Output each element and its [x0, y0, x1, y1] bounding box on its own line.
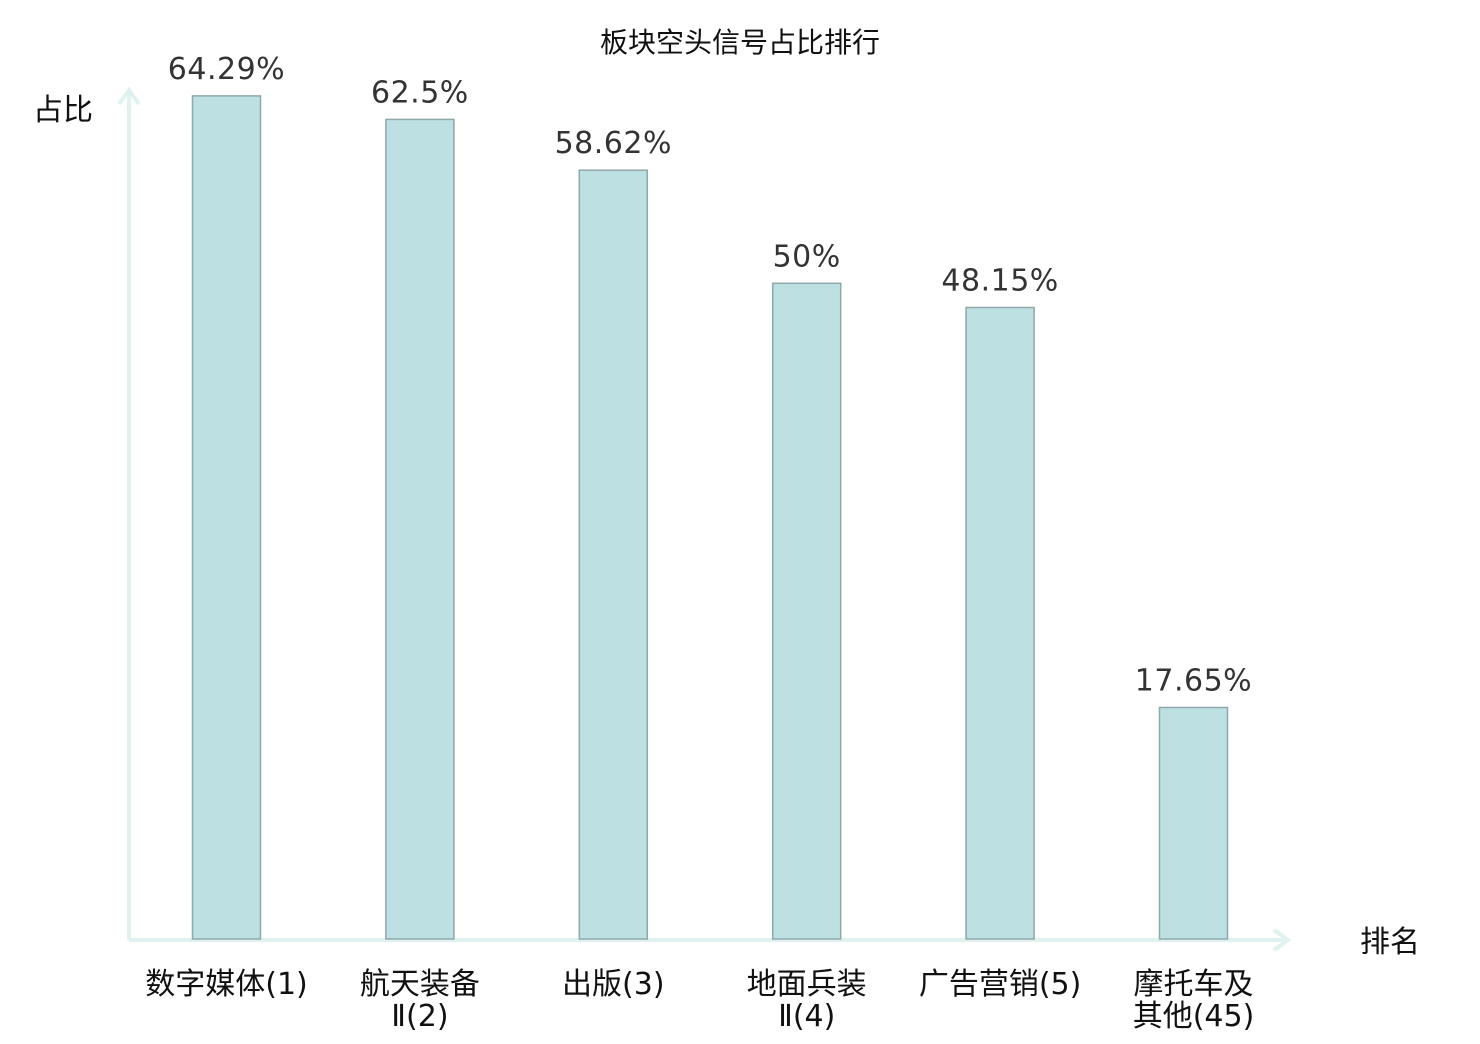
category-label: 航天装备 Ⅱ(2) — [360, 967, 480, 1034]
bar-value-label: 17.65% — [1135, 664, 1252, 699]
bar-value-label: 64.29% — [168, 52, 285, 87]
category-label-line: 数字媒体(1) — [145, 967, 308, 1002]
category-label: 出版(3) — [562, 967, 665, 1002]
bar — [771, 282, 842, 940]
x-axis-arrow — [1272, 928, 1292, 952]
bar-value-label: 58.62% — [555, 126, 672, 161]
category-label-line: 广告营销(5) — [919, 967, 1082, 1002]
category-label-line: Ⅱ(4) — [778, 999, 835, 1034]
y-axis-arrow — [117, 86, 141, 106]
bar — [385, 118, 455, 940]
chart-title: 板块空头信号占比排行 — [600, 26, 880, 59]
category-label-line: 航天装备 — [360, 967, 480, 1002]
y-axis-label: 占比 — [33, 93, 93, 128]
category-label-line: 摩托车及 — [1134, 967, 1254, 1002]
x-axis-label: 排名 — [1360, 925, 1420, 960]
category-label: 数字媒体(1) — [145, 967, 308, 1002]
bar-value-label: 48.15% — [941, 264, 1058, 299]
bar-value-label: 62.5% — [371, 75, 469, 110]
category-label-line: 其他(45) — [1133, 999, 1255, 1034]
bar — [965, 306, 1035, 940]
category-labels: 数字媒体(1) 航天装备 Ⅱ(2) 出版(3) 地面兵装 Ⅱ(4) 广告营销(5) 摩托车及其… — [145, 967, 1254, 1034]
bars — [191, 95, 1229, 940]
value-labels: 64.29% 62.5% 58.62% 50% 48.15% 17.65% — [168, 52, 1252, 699]
category-label: 地面兵装 Ⅱ(4) — [747, 967, 867, 1034]
category-label-line: 出版(3) — [562, 967, 665, 1002]
category-label-line: 地面兵装 — [747, 967, 867, 1002]
category-label-line: Ⅱ(2) — [391, 999, 448, 1034]
bar — [191, 95, 262, 940]
bar — [578, 169, 649, 940]
category-label: 摩托车及其他(45) — [1133, 967, 1255, 1034]
bar — [1158, 706, 1229, 940]
axes — [117, 86, 1292, 952]
category-label: 广告营销(5) — [919, 967, 1082, 1002]
bar-value-label: 50% — [773, 239, 841, 274]
